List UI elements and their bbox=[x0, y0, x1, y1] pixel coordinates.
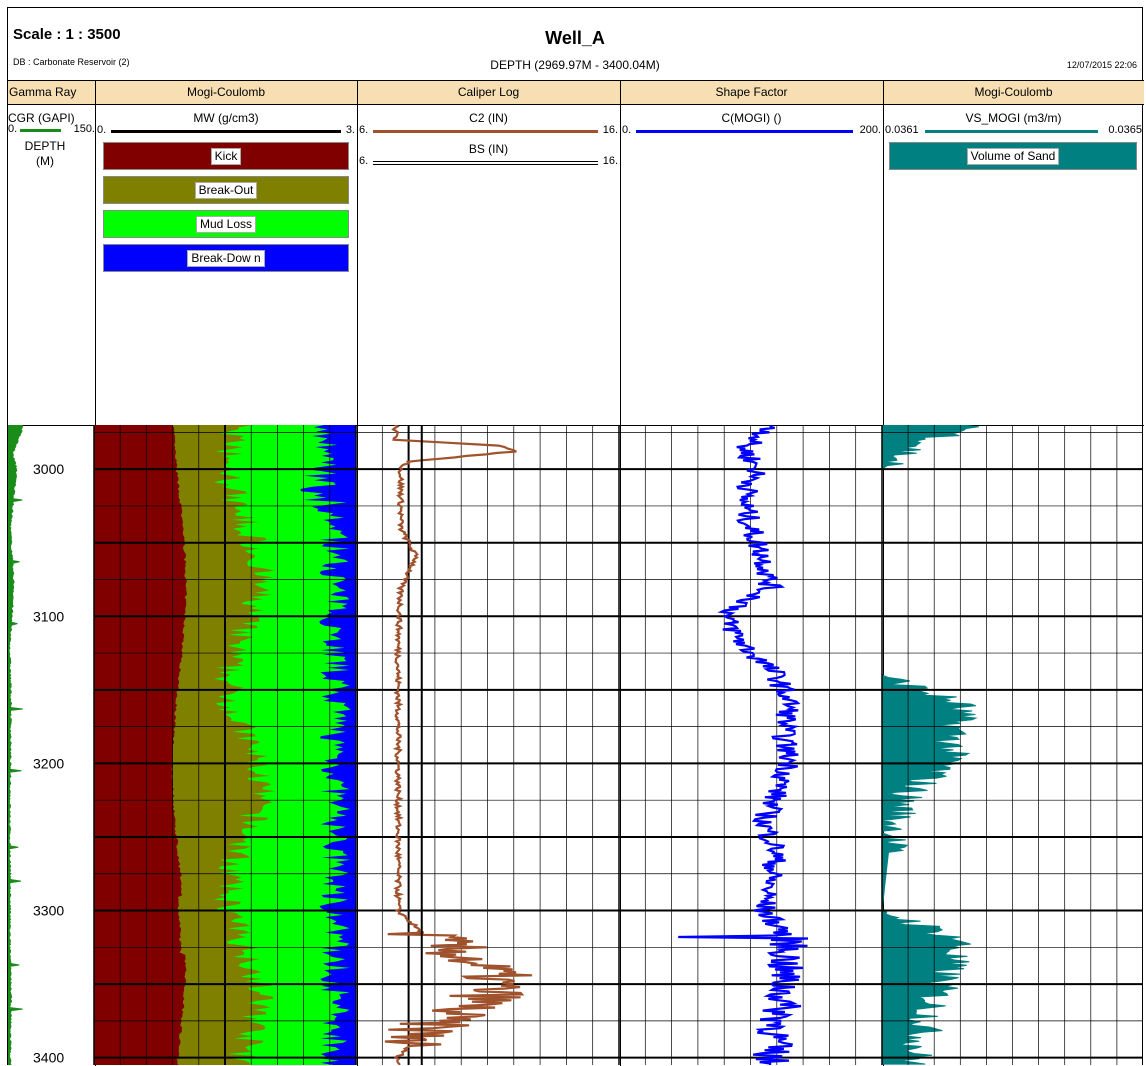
c2-label: C2 (IN) bbox=[469, 111, 508, 125]
gamma-ray-curve bbox=[7, 425, 24, 1065]
mw-scale: 0. 3. bbox=[97, 124, 355, 136]
title-block: Scale : 1 : 3500 DB : Carbonate Reservoi… bbox=[8, 8, 1142, 80]
vs-scale: 0.0361 0.0365 bbox=[885, 124, 1142, 136]
legend-volume-of-sand: Volume of Sand bbox=[889, 142, 1137, 170]
scale-label: Scale : 1 : 3500 bbox=[13, 26, 121, 43]
shape-factor-curve bbox=[678, 425, 809, 1065]
cgr-label: CGR (GAPI) bbox=[8, 111, 75, 125]
database-label: DB : Carbonate Reservoir (2) bbox=[13, 57, 130, 67]
cgr-scale: 0. 150. bbox=[8, 123, 95, 135]
cmogi-label: C(MOGI) () bbox=[721, 111, 782, 125]
bs-label: BS (IN) bbox=[468, 142, 509, 156]
print-date: 12/07/2015 22:06 bbox=[1066, 60, 1137, 70]
c2-scale: 6. 16. bbox=[359, 124, 618, 136]
track-header-mogi-coulomb-2[interactable]: Mogi-Coulomb bbox=[883, 80, 1144, 105]
cmogi-scale: 0. 200. bbox=[622, 124, 881, 136]
volume-of-sand-curve bbox=[881, 425, 979, 1065]
depth-label: DEPTH bbox=[24, 139, 66, 153]
track-header-gamma-ray[interactable]: Gamma Ray bbox=[8, 80, 95, 105]
depth-tick-label: 3200 bbox=[33, 755, 64, 771]
depth-tick-label: 3400 bbox=[33, 1050, 64, 1065]
legend-break-down: Break-Dow n bbox=[103, 244, 349, 272]
legend-mud-loss: Mud Loss bbox=[103, 210, 349, 238]
vs-label: VS_MOGI (m3/m) bbox=[965, 111, 1062, 125]
legend-break-out: Break-Out bbox=[103, 176, 349, 204]
well-title: Well_A bbox=[545, 28, 605, 48]
depth-tick-label: 3100 bbox=[33, 608, 64, 624]
depth-tick-label: 3000 bbox=[33, 461, 64, 477]
mw-label: MW (g/cm3) bbox=[193, 111, 259, 125]
track-header-shape-factor[interactable]: Shape Factor bbox=[620, 80, 883, 105]
depth-unit: (M) bbox=[36, 154, 54, 168]
caliper-c2-curve bbox=[384, 425, 533, 1065]
header-bottom-line bbox=[8, 425, 1144, 426]
log-plot-area: 3000 3100 3200 3300 3400 bbox=[7, 425, 1143, 1065]
track-divider bbox=[357, 80, 358, 1066]
kick-fill bbox=[94, 425, 187, 1065]
track-divider bbox=[620, 80, 621, 1066]
bs-scale: 6. 16. bbox=[359, 155, 618, 167]
track-header-caliper[interactable]: Caliper Log bbox=[357, 80, 620, 105]
legend-kick: Kick bbox=[103, 142, 349, 170]
depth-tick-label: 3300 bbox=[33, 903, 64, 919]
track-header-mogi-coulomb[interactable]: Mogi-Coulomb bbox=[95, 80, 357, 105]
track-divider bbox=[883, 80, 884, 1066]
depth-range: DEPTH (2969.97M - 3400.04M) bbox=[490, 58, 660, 72]
log-frame: Scale : 1 : 3500 DB : Carbonate Reservoi… bbox=[7, 7, 1144, 1066]
